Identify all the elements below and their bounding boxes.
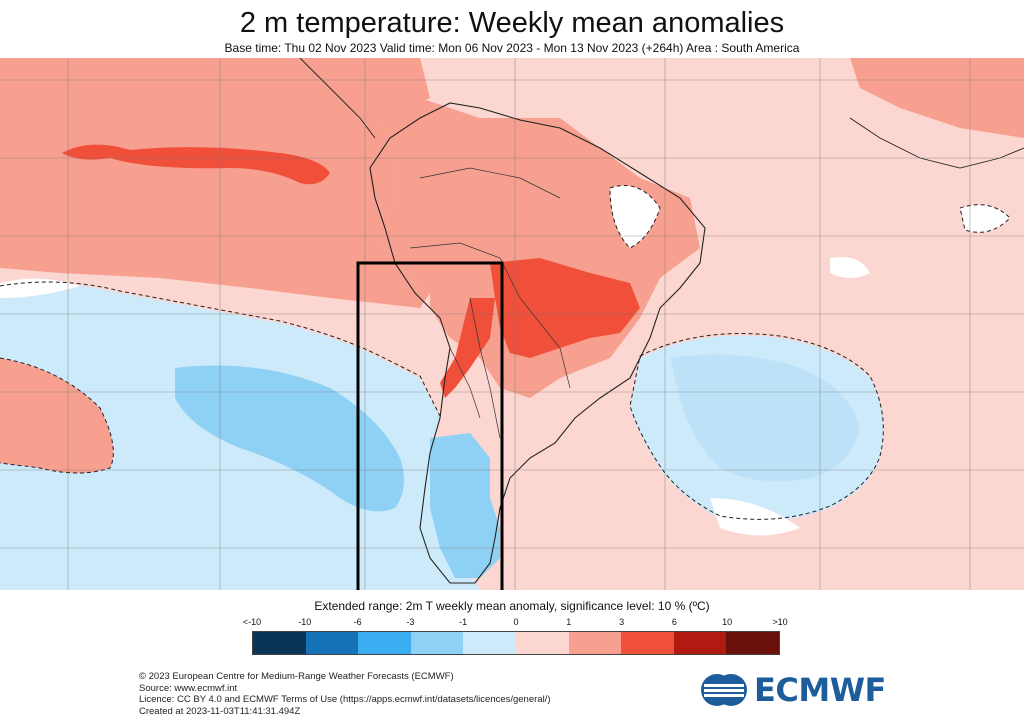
colorbar-tick-label: 3	[619, 617, 625, 627]
colorbar-segment-8	[673, 632, 727, 654]
colorbar-tick-label: -1	[459, 617, 468, 627]
colorbar-segment-6	[568, 632, 622, 654]
ecmwf-logo-icon	[701, 674, 747, 706]
colorbar-tick-label: 10	[722, 617, 733, 627]
cool-region-patagonia	[430, 433, 500, 578]
colorbar-tick-label: -6	[353, 617, 362, 627]
warm-region-atlantic-ne	[850, 58, 1024, 138]
footer-copyright: © 2023 European Centre for Medium-Range …	[139, 671, 454, 682]
cool-region-atlantic-inner	[670, 354, 860, 482]
colorbar-segment-3	[410, 632, 464, 654]
colorbar-segment-4	[463, 632, 516, 654]
colorbar-segment-5	[515, 632, 569, 654]
ecmwf-logo: ECMWF	[700, 671, 886, 709]
country-borders	[409, 167, 571, 439]
colorbar-tick-label: <-10	[242, 617, 262, 627]
legend-title: Extended range: 2m T weekly mean anomaly…	[314, 599, 710, 613]
south-america-coastline	[369, 102, 706, 584]
colorbar-tick-label: >10	[772, 617, 788, 627]
contour-lobe-2	[959, 204, 1011, 233]
neutral-lobe-3	[960, 204, 1010, 233]
strong-warm-core	[490, 258, 640, 358]
strong-warm-streak	[62, 144, 330, 185]
caribbean-coastline	[849, 117, 1024, 169]
colorbar-segment-7	[621, 632, 674, 654]
colorbar-tick-label: 0	[513, 617, 519, 627]
warm-patch-southwest	[0, 358, 114, 473]
colorbar-segment-1	[305, 632, 359, 654]
warm-region-pacific	[0, 58, 430, 308]
ecmwf-logo-text: ECMWF	[754, 671, 886, 709]
contour-atlantic	[629, 333, 884, 520]
neutral-lobe-5	[710, 498, 800, 536]
contour-southwest	[0, 357, 114, 474]
colorbar-tick-label: -3	[406, 617, 415, 627]
colorbar-segment-2	[358, 632, 411, 654]
colorbar	[252, 631, 780, 655]
significance-contours	[0, 185, 1011, 520]
neutral-lobe-4	[0, 278, 80, 298]
strong-warm-tongue	[440, 298, 495, 398]
colorbar-segment-0	[253, 632, 306, 654]
contour-lobe-1	[609, 185, 661, 249]
footer: © 2023 European Centre for Medium-Range …	[139, 671, 551, 717]
chart-subtitle: Base time: Thu 02 Nov 2023 Valid time: M…	[224, 41, 800, 55]
colorbar-tick-label: -10	[298, 617, 312, 627]
highlight-box	[356, 261, 504, 590]
anomaly-map	[0, 58, 1024, 590]
chart-title: 2 m temperature: Weekly mean anomalies	[239, 7, 785, 39]
footer-licence: Licence: CC BY 4.0 and ECMWF Terms of Us…	[139, 694, 551, 705]
contour-pacific	[0, 281, 441, 417]
footer-created: Created at 2023-11-03T11:41:31.494Z	[139, 705, 301, 717]
colorbar-tick-label: 1	[566, 617, 572, 627]
colorbar-tick-label: 6	[671, 617, 677, 627]
neutral-lobe-2	[830, 257, 870, 278]
map-grid	[0, 58, 1024, 590]
moderate-cool-core	[175, 365, 404, 512]
footer-source: Source: www.ecmwf.int	[139, 682, 238, 694]
colorbar-segment-9	[726, 632, 779, 654]
